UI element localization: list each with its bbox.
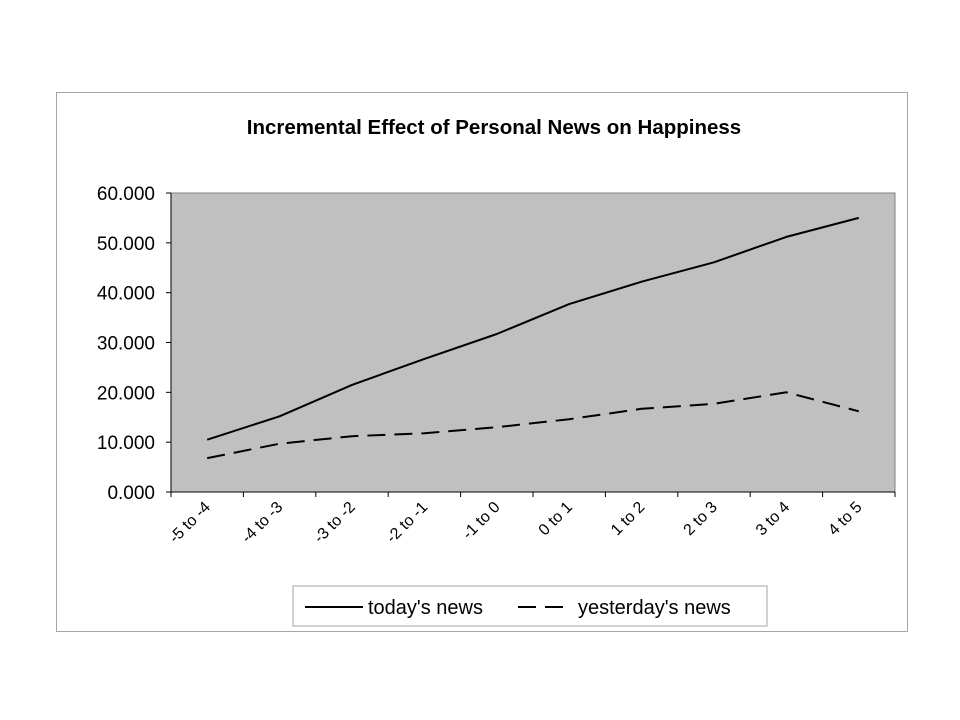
y-tick-label: 0.000 — [107, 483, 155, 504]
chart-frame: Incremental Effect of Personal News on H… — [56, 92, 908, 632]
legend-label-todays-news: today's news — [368, 597, 483, 619]
y-tick-label: 40.000 — [97, 284, 155, 305]
series-line-yesterdays-news — [207, 391, 860, 460]
y-tick-label: 50.000 — [97, 234, 155, 255]
line-chart: Incremental Effect of Personal News on H… — [97, 116, 896, 627]
x-tick-label: -5 to -4 — [166, 499, 214, 547]
legend-box — [292, 585, 768, 627]
y-tick-label: 60.000 — [97, 184, 155, 205]
legend-label-yesterdays-news: yesterday's news — [578, 597, 731, 619]
x-tick-label: 3 to 4 — [753, 499, 793, 539]
x-tick-label: -4 to -3 — [239, 499, 287, 547]
x-tick-label: 2 to 3 — [681, 499, 721, 539]
legend: today's news yesterday's news — [292, 585, 768, 627]
x-tick-label: -3 to -2 — [311, 499, 359, 547]
x-tick-label: 1 to 2 — [608, 499, 648, 539]
x-axis: -5 to -4 -4 to -3 -3 to -2 -2 to -1 -1 to 0 0… — [166, 492, 896, 547]
x-tick-label: 0 to 1 — [536, 499, 576, 539]
y-tick-label: 20.000 — [97, 383, 155, 404]
y-tick-label: 10.000 — [97, 433, 155, 454]
y-axis: 0.000 10.000 20.000 30.000 40.000 50.000 60.00… — [97, 184, 171, 504]
chart-title: Incremental Effect of Personal News on H… — [247, 116, 741, 139]
x-tick-label: -1 to 0 — [460, 499, 504, 543]
x-tick-label: 4 to 5 — [825, 499, 865, 539]
x-tick-label: -2 to -1 — [383, 499, 431, 547]
series-lines — [206, 216, 860, 460]
y-tick-label: 30.000 — [97, 334, 155, 355]
series-line-todays-news — [206, 216, 860, 441]
